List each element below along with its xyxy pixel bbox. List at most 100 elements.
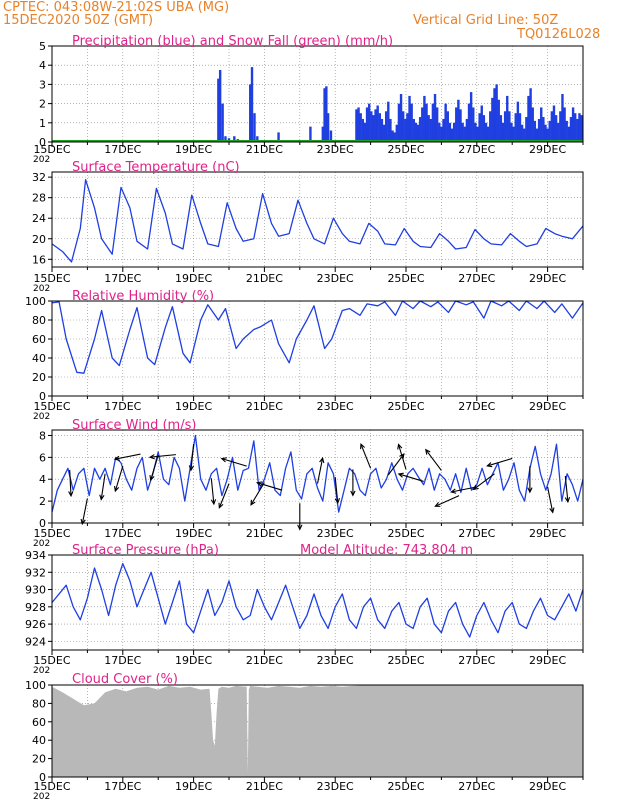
y-tick-label: 4 <box>39 473 46 486</box>
precip-bar <box>329 130 333 142</box>
panel-frame <box>51 171 584 268</box>
precip-bar <box>433 94 437 142</box>
cloud-cover-area <box>52 685 583 777</box>
precip-bar <box>323 88 326 142</box>
precip-bar <box>576 118 579 142</box>
precip-bar <box>309 126 312 142</box>
y-tick-label: 20 <box>32 233 46 246</box>
wind-arrow-head <box>319 456 325 464</box>
precip-bar <box>557 122 560 142</box>
wind-arrow-head <box>472 484 479 491</box>
wind-arrow-head <box>434 502 441 507</box>
wind-arrow <box>150 455 159 481</box>
wind-arrow-head <box>297 524 303 531</box>
wind-arrow-head <box>350 490 356 497</box>
precip-bar <box>474 122 477 142</box>
wind-arrow <box>210 478 215 505</box>
precip-bar <box>554 115 558 142</box>
x-tick-label: 19DEC <box>175 527 212 540</box>
model-code: TQ0126L028 <box>517 27 601 42</box>
precip-bar <box>277 132 280 142</box>
x-tick-label: 21DEC <box>246 654 283 667</box>
precip-bar <box>548 120 551 142</box>
panel-title: Relative Humidity (%) <box>72 289 214 304</box>
x-tick-label: 25DEC <box>387 780 424 793</box>
wind-arrow <box>334 476 339 503</box>
precip-bar <box>446 111 449 142</box>
precip-bar <box>399 94 403 142</box>
precip-bar <box>567 126 571 142</box>
wind-arrow-head <box>397 472 404 478</box>
precip-bar <box>427 115 430 142</box>
x-tick-label: 23DEC <box>317 654 354 667</box>
precip-bar <box>452 122 456 142</box>
precip-bar <box>480 105 483 142</box>
panel-frame <box>51 45 584 143</box>
precip-bar <box>467 103 471 142</box>
x-tick-label: 29DEC <box>529 527 566 540</box>
precip-bar <box>384 111 388 142</box>
precip-bar <box>378 113 382 142</box>
wind-arrow-head <box>148 454 155 460</box>
precip-bar <box>218 70 222 142</box>
y-tick-label: 40 <box>32 352 46 365</box>
precip-bar <box>472 107 475 142</box>
x-tick-label: 27DEC <box>458 527 495 540</box>
precip-bar <box>550 111 554 142</box>
precip-bar <box>372 115 375 142</box>
precip-bar <box>444 103 447 142</box>
y-tick-label: 1 <box>39 117 46 130</box>
x-tick-label: 23DEC <box>317 272 354 285</box>
precip-bar <box>542 117 545 142</box>
precip-bar <box>363 122 367 142</box>
precip-bar <box>442 118 445 142</box>
x-tick-label: 21DEC <box>246 527 283 540</box>
x-tick-label: 19DEC <box>175 654 212 667</box>
precip-bar <box>374 109 377 142</box>
precip-bar <box>256 136 259 142</box>
precip-bar <box>410 103 413 142</box>
wind-arrow <box>221 458 247 467</box>
precip-bar <box>546 128 549 142</box>
y-tick-label: 60 <box>32 333 46 346</box>
x-tick-label: 23DEC <box>317 400 354 413</box>
precip-bar <box>493 88 496 142</box>
precip-bar <box>508 111 511 142</box>
x-tick-label: 29DEC <box>529 143 566 156</box>
year-fragment: 202 <box>33 539 50 549</box>
x-tick-label: 15DEC <box>33 143 70 156</box>
precip-bar <box>518 113 522 142</box>
precip-bar <box>423 95 426 142</box>
precip-bar <box>574 113 577 142</box>
x-tick-label: 17DEC <box>104 143 141 156</box>
wind-arrow-head <box>425 448 431 455</box>
panel-wind: 0 2 4 6 8 15DEC 17DEC 19DEC 21DEC 23DEC 25DEC 27DEC… <box>33 418 584 549</box>
y-tick-label: 4 <box>39 59 46 72</box>
precip-bar <box>540 107 543 142</box>
precip-bar <box>250 67 254 142</box>
precip-bar <box>359 113 362 142</box>
panel-subtitle: Model Altitude: 743.804 m <box>300 543 473 558</box>
precip-bar <box>499 115 503 142</box>
precip-bar <box>253 113 256 142</box>
precip-bar <box>380 118 384 142</box>
wind-arrow <box>81 498 88 524</box>
precip-bar <box>450 128 454 142</box>
x-tick-label: 29DEC <box>529 780 566 793</box>
precip-bar <box>501 122 505 142</box>
year-fragment: 202 <box>33 666 50 676</box>
x-tick-label: 19DEC <box>175 143 212 156</box>
wind-arrow <box>218 483 230 508</box>
y-tick-label: 3 <box>39 78 46 91</box>
x-tick-label: 29DEC <box>529 400 566 413</box>
precip-bar <box>465 118 469 142</box>
wind-arrow <box>387 453 405 476</box>
wind-arrow-head <box>113 485 120 493</box>
wind-arrow-head <box>80 518 86 526</box>
precip-bar <box>370 111 373 142</box>
y-tick-label: 20 <box>32 753 46 766</box>
wind-arrow <box>114 453 141 460</box>
y-tick-label: 100 <box>25 295 46 308</box>
precip-bar <box>404 118 407 142</box>
precip-bar <box>489 111 492 142</box>
